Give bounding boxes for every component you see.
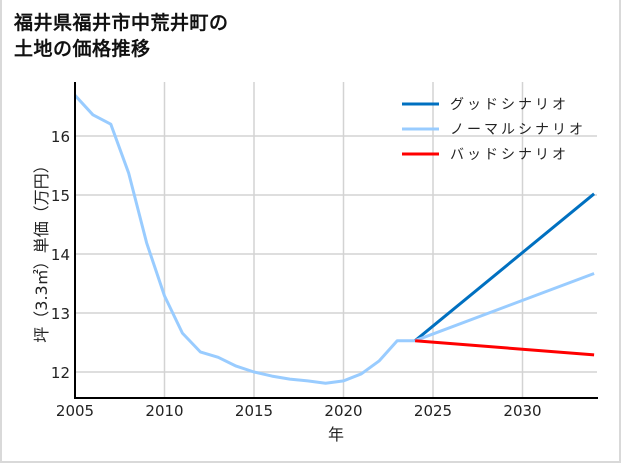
x-tick-label: 2005 [56, 402, 94, 420]
x-axis-label: 年 [328, 425, 344, 444]
legend-label: ノーマルシナリオ [450, 122, 586, 138]
axes [74, 82, 598, 399]
chart-title: 福井県福井市中荒井町の 土地の価格推移 [14, 10, 414, 62]
y-tick-label: 15 [51, 187, 70, 205]
tick-labels: 2005 2010 2015 2020 2025 2030 12 13 14 15 16 [51, 128, 542, 420]
grid-lines [75, 82, 597, 398]
x-tick-label: 2010 [145, 402, 183, 420]
series-line [414, 272, 595, 343]
data-series [73, 94, 596, 385]
legend-item: ノーマルシナリオ [402, 122, 586, 138]
y-axis-label: 坪（3.3㎡）単価（万円） [32, 157, 51, 342]
chart-title-line-1: 福井県福井市中荒井町の [14, 12, 229, 34]
series-line [414, 339, 595, 357]
x-tick-label: 2020 [324, 402, 362, 420]
y-tick-label: 14 [51, 246, 70, 264]
x-tick-label: 2025 [414, 402, 452, 420]
legend-item: グッドシナリオ [402, 97, 569, 113]
legend-item: バッドシナリオ [402, 147, 569, 163]
y-tick-label: 13 [51, 305, 70, 323]
legend-label: バッドシナリオ [450, 147, 569, 163]
series-line [414, 192, 596, 342]
legend-label: グッドシナリオ [450, 97, 569, 113]
y-tick-label: 12 [51, 364, 70, 382]
x-tick-label: 2015 [235, 402, 273, 420]
y-tick-label: 16 [51, 128, 70, 146]
series-line [73, 94, 416, 385]
x-tick-label: 2030 [503, 402, 541, 420]
chart-title-line-2: 土地の価格推移 [14, 38, 151, 60]
